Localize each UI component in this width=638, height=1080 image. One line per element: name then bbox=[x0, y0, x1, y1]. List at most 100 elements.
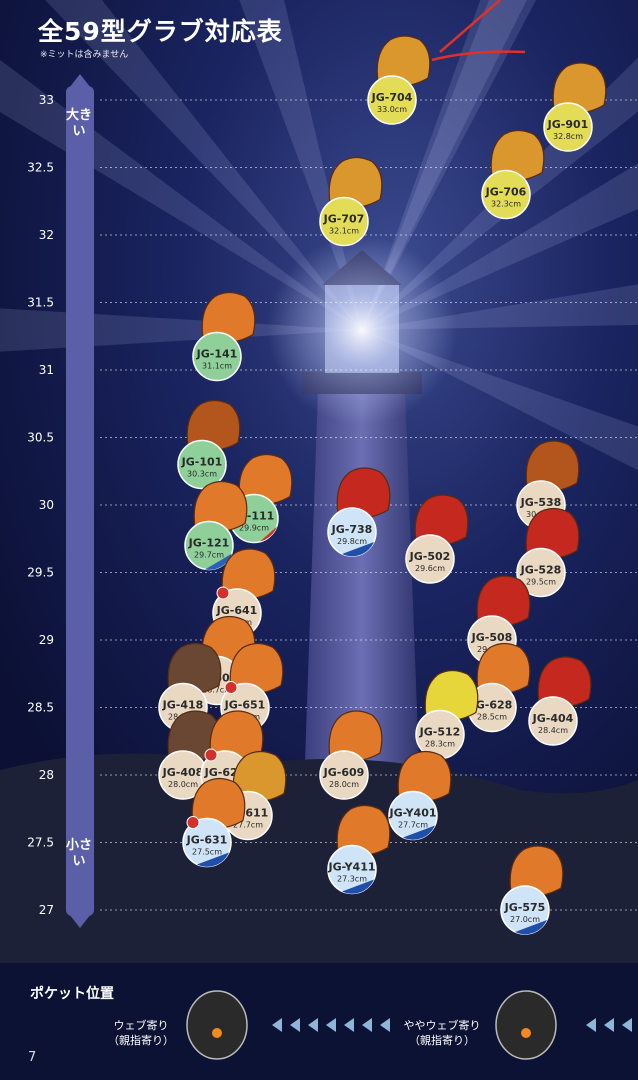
size-label: 32.1cm bbox=[329, 227, 359, 236]
pocket-left-label-line2: （親指寄り） bbox=[108, 1034, 174, 1047]
pocket-glove-left bbox=[186, 990, 248, 1060]
y-tick-label: 27.5 bbox=[27, 836, 54, 850]
glove-image bbox=[414, 494, 469, 546]
size-label: 28.0cm bbox=[329, 780, 359, 789]
size-ball bbox=[516, 547, 566, 598]
y-tick-label: 32.5 bbox=[27, 161, 54, 175]
glove-image bbox=[525, 507, 580, 560]
model-label: JG-651 bbox=[224, 699, 266, 712]
scale-bar-bottom-arrow bbox=[66, 910, 94, 928]
glove-image bbox=[201, 291, 256, 344]
y-tick-label: 27 bbox=[39, 903, 54, 917]
glove-image bbox=[336, 804, 391, 857]
pocket-left-label: ウェブ寄り （親指寄り） bbox=[104, 1018, 178, 1048]
glove-image bbox=[376, 35, 431, 87]
model-label: JG-609 bbox=[323, 766, 365, 779]
model-label: JG-404 bbox=[532, 712, 574, 725]
glove-image bbox=[328, 156, 383, 209]
model-label: JG-512 bbox=[419, 726, 461, 739]
star-badge-icon bbox=[186, 816, 200, 829]
size-label: 28.5cm bbox=[477, 713, 507, 722]
size-label: 28.0cm bbox=[168, 780, 198, 789]
model-label: JG-901 bbox=[547, 118, 589, 131]
model-label: JG-631 bbox=[186, 834, 228, 847]
size-label: 29.8cm bbox=[337, 537, 367, 546]
glove-image bbox=[397, 750, 452, 803]
ball-accent-blue bbox=[515, 920, 547, 935]
pocket-arrow-icon bbox=[380, 1018, 390, 1032]
size-label: 27.5cm bbox=[192, 848, 222, 857]
red-annotation-arrow bbox=[431, 0, 526, 62]
size-label: 31.1cm bbox=[202, 362, 232, 371]
model-label: JG-707 bbox=[323, 213, 365, 226]
model-label: JG-641 bbox=[216, 604, 258, 617]
size-label: 27.7cm bbox=[398, 821, 428, 830]
ball-accent-blue bbox=[342, 879, 374, 894]
model-label: JG-502 bbox=[409, 550, 451, 563]
y-tick-label: 29.5 bbox=[27, 566, 54, 580]
y-tick-label: 29 bbox=[39, 633, 54, 647]
model-label: JG-706 bbox=[485, 186, 527, 199]
y-tick-label: 33 bbox=[39, 93, 54, 107]
glove-image bbox=[193, 480, 248, 533]
y-tick-label: 30.5 bbox=[27, 431, 54, 445]
mitt-note: ※ミットは含みません bbox=[40, 50, 129, 60]
model-label: JG-Y401 bbox=[389, 807, 437, 820]
model-label: JG-408 bbox=[162, 766, 204, 779]
pocket-arrow-icon bbox=[344, 1018, 354, 1032]
pocket-position-title: ポケット位置 bbox=[30, 986, 114, 1002]
size-label: 30.3cm bbox=[187, 470, 217, 479]
ball-accent-red bbox=[260, 526, 277, 542]
size-ball bbox=[192, 331, 242, 382]
pocket-arrow-icon bbox=[604, 1018, 614, 1032]
lighthouse-illustration bbox=[267, 235, 457, 790]
pocket-arrow-icon bbox=[290, 1018, 300, 1032]
y-tick-label: 32 bbox=[39, 228, 54, 242]
size-label: 32.3cm bbox=[491, 200, 521, 209]
star-badge-icon bbox=[216, 586, 230, 600]
pocket-left-label-line1: ウェブ寄り bbox=[113, 1019, 169, 1032]
glove-image bbox=[328, 710, 383, 762]
pocket-arrow-icon bbox=[272, 1018, 282, 1032]
glove-image bbox=[509, 845, 564, 897]
model-label: JG-704 bbox=[371, 91, 413, 104]
size-label: 29.9cm bbox=[239, 524, 269, 533]
glove-image bbox=[191, 777, 246, 830]
size-ball bbox=[481, 169, 531, 220]
light-beam-4 bbox=[362, 284, 638, 330]
model-label: JG-528 bbox=[520, 564, 562, 577]
glove-image bbox=[238, 453, 293, 506]
size-label: 29.6cm bbox=[415, 564, 445, 573]
size-label: 29.7cm bbox=[194, 551, 224, 560]
size-label: 32.8cm bbox=[553, 132, 583, 141]
glove-image bbox=[537, 656, 592, 708]
pocket-glove-right bbox=[495, 990, 557, 1060]
model-label: JG-575 bbox=[504, 901, 546, 914]
pocket-arrow-icon bbox=[622, 1018, 632, 1032]
model-label: JG-418 bbox=[162, 699, 204, 712]
page-title: 全59型グラブ対応表 bbox=[38, 17, 283, 46]
rocky-ground bbox=[0, 753, 638, 963]
lighthouse-glow bbox=[267, 235, 457, 425]
page-number: 7 bbox=[28, 1050, 37, 1065]
star-badge-icon bbox=[224, 681, 238, 694]
pocket-right-label-line1: ややウェブ寄り bbox=[403, 1019, 481, 1032]
model-label: JG-508 bbox=[471, 631, 513, 644]
scale-bar-top-arrow bbox=[66, 74, 94, 92]
pocket-right-label: ややウェブ寄り （親指寄り） bbox=[402, 1018, 482, 1048]
pocket-arrow-icon bbox=[362, 1018, 372, 1032]
model-label: JG-628 bbox=[471, 699, 513, 712]
